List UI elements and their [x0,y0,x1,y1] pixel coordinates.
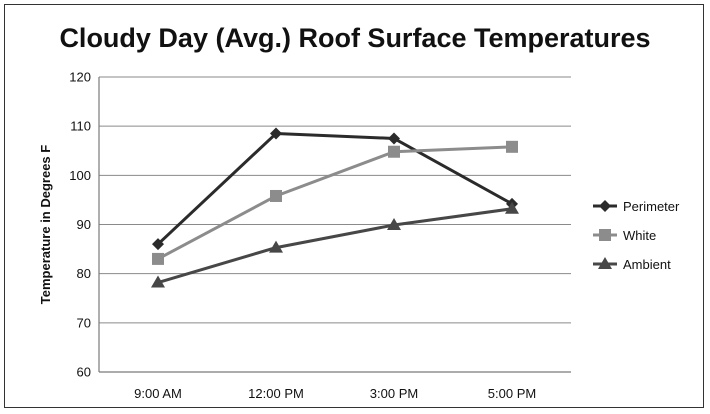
legend-label-perimeter: Perimeter [623,199,680,214]
data-point-ambient [387,217,401,230]
series-ambient [151,201,519,288]
y-tick-label: 90 [77,217,91,232]
data-point-ambient [269,240,283,253]
y-tick-label: 120 [69,70,91,85]
y-tick-label: 80 [77,266,91,281]
axes [98,77,571,373]
data-point-ambient [505,201,519,214]
series-line-perimeter [156,132,513,246]
legend-marker-white [599,229,611,241]
y-tick-label: 70 [77,315,91,330]
gridlines [99,76,571,373]
legend: Perimeter White Ambient [593,199,680,272]
y-tick-labels: 60 70 80 90 100 110 120 [69,70,91,380]
data-point-white [388,145,400,158]
series-layer [151,127,519,288]
x-tick-label: 3:00 PM [370,386,418,401]
series-line-white [157,145,513,261]
chart-frame: Cloudy Day (Avg.) Roof Surface Temperatu… [4,4,704,408]
data-point-white [270,189,282,202]
x-tick-labels: 9:00 AM 12:00 PM 3:00 PM 5:00 PM [134,386,536,401]
y-tick-label: 60 [77,365,91,380]
y-tick-label: 100 [69,168,91,183]
data-point-perimeter [388,132,400,145]
legend-label-white: White [623,228,656,243]
chart-svg: 60 70 80 90 100 110 120 9:00 AM 12:00 PM 3:00 PM… [38,70,680,402]
legend-marker-ambient [598,257,612,269]
y-tick-label: 110 [70,119,91,134]
data-point-white [506,140,518,153]
legend-item-white: White [593,228,656,243]
data-point-perimeter [152,238,164,251]
legend-label-ambient: Ambient [623,257,671,272]
data-point-white [152,252,164,265]
legend-item-ambient: Ambient [593,257,671,272]
chart-title: Cloudy Day (Avg.) Roof Surface Temperatu… [59,23,651,53]
x-tick-label: 5:00 PM [488,386,536,401]
data-point-ambient [151,275,165,288]
legend-marker-perimeter [599,200,611,212]
series-white [152,140,518,265]
data-point-perimeter [270,127,282,140]
series-line-ambient [157,207,513,284]
x-tick-label: 12:00 PM [248,386,304,401]
legend-item-perimeter: Perimeter [593,199,680,214]
x-tick-label: 9:00 AM [134,386,182,401]
y-axis-label: Temperature in Degrees F [38,145,53,304]
